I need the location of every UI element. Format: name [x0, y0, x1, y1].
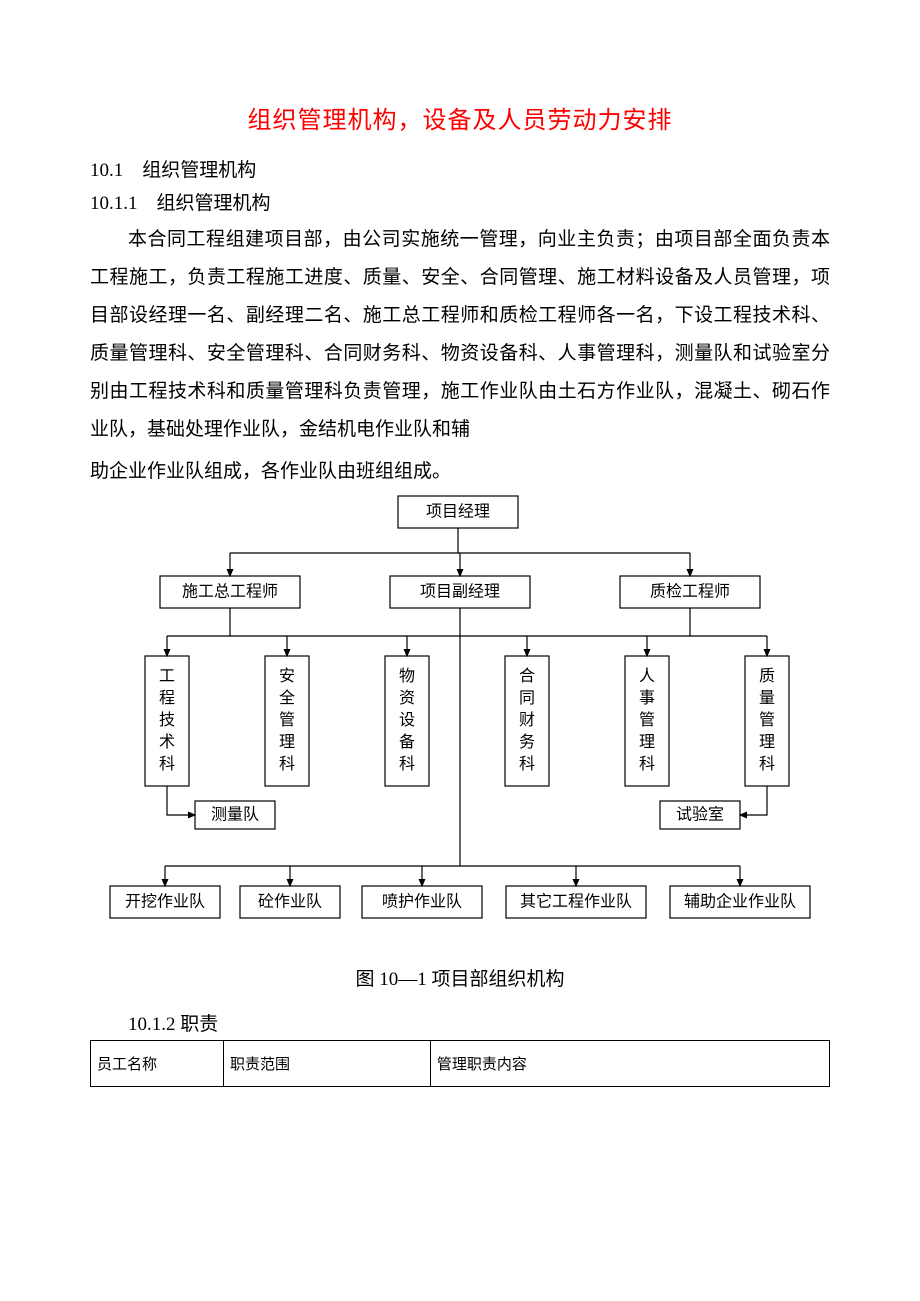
table-header-row: 员工名称 职责范围 管理职责内容 [91, 1041, 830, 1087]
heading-10-1-1: 10.1.1 组织管理机构 [90, 188, 830, 215]
svg-text:安全管理科: 安全管理科 [279, 667, 295, 773]
col-scope: 职责范围 [224, 1041, 431, 1087]
svg-text:项目副经理: 项目副经理 [420, 583, 500, 601]
svg-text:物资设备科: 物资设备科 [399, 667, 415, 773]
paragraph-1: 本合同工程组建项目部，由公司实施统一管理，向业主负责；由项目部全面负责本工程施工… [90, 221, 830, 449]
svg-text:人事管理科: 人事管理科 [639, 667, 655, 773]
svg-text:合同财务科: 合同财务科 [519, 667, 535, 773]
svg-text:质量管理科: 质量管理科 [759, 667, 775, 773]
svg-text:质检工程师: 质检工程师 [650, 583, 730, 601]
svg-text:测量队: 测量队 [211, 806, 259, 824]
svg-text:砼作业队: 砼作业队 [258, 893, 322, 911]
heading-10-1-2: 10.1.2 职责 [90, 1009, 830, 1036]
svg-text:喷护作业队: 喷护作业队 [382, 893, 462, 911]
svg-text:开挖作业队: 开挖作业队 [125, 893, 205, 911]
svg-text:项目经理: 项目经理 [426, 503, 490, 521]
svg-text:工程技术科: 工程技术科 [159, 668, 175, 773]
svg-text:其它工程作业队: 其它工程作业队 [520, 893, 632, 911]
org-chart-svg: 项目经理施工总工程师 项目副经理 质检工程师工程技术科 安全管理科 物资设备科 合同财务科… [90, 491, 830, 951]
document-title: 组织管理机构，设备及人员劳动力安排 [90, 100, 830, 135]
svg-text:辅助企业作业队: 辅助企业作业队 [684, 893, 796, 911]
svg-text:试验室: 试验室 [676, 806, 724, 824]
paragraph-2: 助企业作业队组成，各作业队由班组组成。 [90, 453, 830, 491]
org-chart: 项目经理施工总工程师 项目副经理 质检工程师工程技术科 安全管理科 物资设备科 合同财务科… [90, 491, 830, 956]
heading-10-1: 10.1 组织管理机构 [90, 155, 830, 182]
responsibility-table: 员工名称 职责范围 管理职责内容 [90, 1040, 830, 1087]
page: 组织管理机构，设备及人员劳动力安排 10.1 组织管理机构 10.1.1 组织管… [0, 0, 920, 1147]
col-employee: 员工名称 [91, 1041, 224, 1087]
figure-caption: 图 10—1 项目部组织机构 [90, 964, 830, 991]
svg-text:施工总工程师: 施工总工程师 [182, 583, 278, 601]
col-content: 管理职责内容 [430, 1041, 829, 1087]
